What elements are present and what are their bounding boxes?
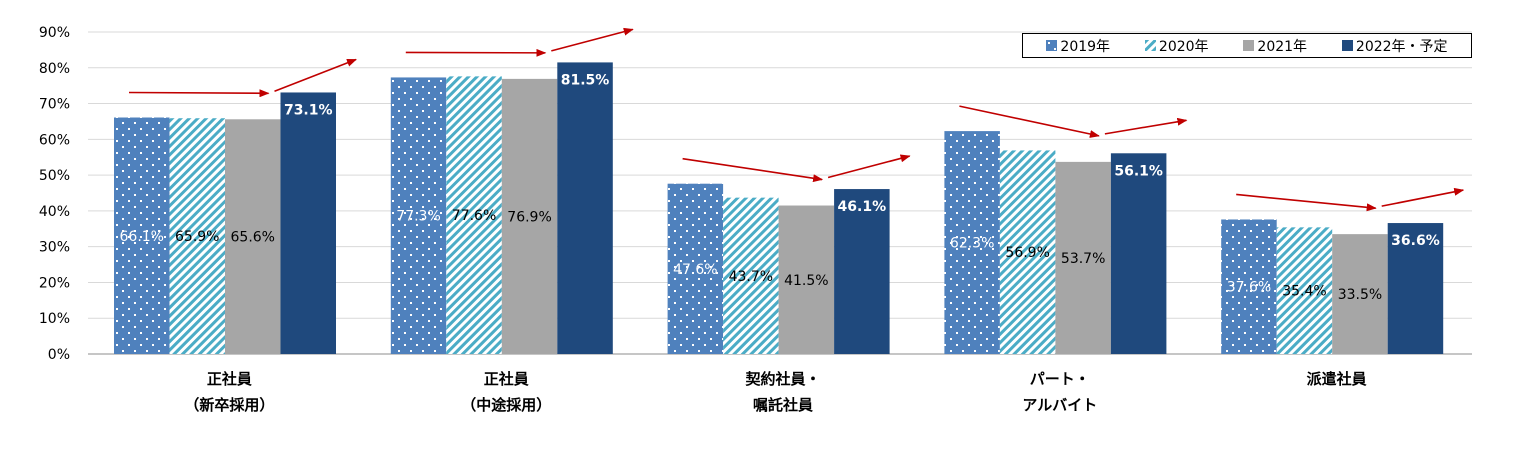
x-category-label: 契約社員・ [744,370,820,388]
trend-arrow-rise [1382,190,1464,206]
x-category-label: 正社員 [484,370,529,388]
y-tick-label: 70% [39,97,70,113]
y-tick-label: 40% [39,204,70,220]
legend-item-2019: 2019年 [1046,36,1110,56]
legend-label-2022: 2022年・予定 [1356,36,1448,56]
legend-label-2020: 2020年 [1159,36,1209,56]
data-label: 41.5% [784,273,828,289]
data-label: 77.3% [396,209,440,225]
data-label: 81.5% [561,72,610,88]
data-label: 33.5% [1338,287,1382,303]
data-label: 62.3% [950,236,994,252]
data-label: 77.6% [452,208,496,224]
legend-item-2022: 2022年・予定 [1342,36,1448,56]
data-label: 43.7% [729,269,773,285]
data-label: 66.1% [120,229,164,245]
legend-item-2021: 2021年 [1243,36,1307,56]
x-category-label-line2: （新卒採用） [184,396,274,414]
data-label: 47.6% [673,262,717,278]
trend-arrow-segment [129,93,269,94]
trend-arrow-rise [551,29,633,50]
data-label: 56.1% [1114,163,1163,179]
x-category-label-line2: アルバイト [1022,396,1097,414]
data-label: 65.6% [231,230,275,246]
trend-arrow-segment [1236,194,1376,208]
x-category-label: パート・ [1030,370,1090,388]
trend-arrow-rise [275,59,357,91]
legend-swatch-gray [1243,40,1254,51]
data-label: 65.9% [175,229,219,245]
data-label: 56.9% [1005,245,1049,261]
x-category-label: 派遣社員 [1307,370,1367,388]
trend-arrow-rise [828,156,910,177]
y-tick-label: 50% [39,168,70,184]
y-tick-label: 30% [39,240,70,256]
x-category-label-line2: （中途採用） [461,396,551,414]
data-label: 46.1% [838,199,887,215]
trend-arrow-segment [683,159,823,180]
legend-swatch-dots [1046,40,1057,51]
legend-label-2021: 2021年 [1257,36,1307,56]
y-tick-label: 20% [39,275,70,291]
y-tick-label: 80% [39,61,70,77]
legend-item-2020: 2020年 [1145,36,1209,56]
trend-arrow-rise [1105,120,1187,134]
legend-swatch-diagonal [1145,40,1156,51]
data-label: 36.6% [1391,233,1440,249]
bar [557,62,613,354]
legend: 2019年 2020年 2021年 2022年・予定 [1022,33,1472,58]
data-label: 35.4% [1282,284,1326,300]
bar [1111,153,1167,354]
data-label: 53.7% [1061,251,1105,267]
y-tick-label: 60% [39,132,70,148]
data-label: 37.6% [1227,280,1271,296]
legend-label-2019: 2019年 [1060,36,1110,56]
y-tick-label: 0% [48,347,70,363]
x-category-label: 正社員 [207,370,252,388]
data-label: 76.9% [507,209,551,225]
y-tick-label: 90% [39,25,70,41]
y-axis-ticks: 0% 10% 20% 30% 40% 50% 60% 70% 80% 90% [39,25,70,363]
bar [281,92,337,354]
legend-swatch-navy [1342,40,1353,51]
data-label: 73.1% [284,102,333,118]
y-tick-label: 10% [39,311,70,327]
x-category-label-line2: 嘱託社員 [753,396,813,414]
x-axis-labels: 正社員 （新卒採用） 正社員 （中途採用） 契約社員・嘱託社員 パート・アルバイト 派遣社員 [184,370,1366,414]
